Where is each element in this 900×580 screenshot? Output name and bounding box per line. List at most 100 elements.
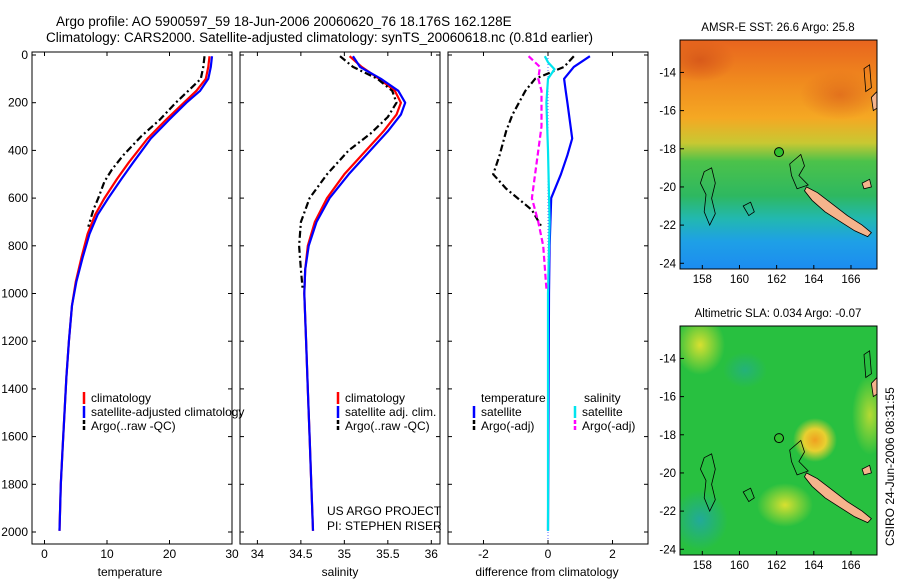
map-x-tick-label: 162 — [767, 274, 786, 286]
credit-pi: PI: STEPHEN RISER — [327, 519, 442, 533]
x-tick-label: 0 — [41, 547, 48, 561]
legend-label-satellite: satellite-adjusted climatology — [91, 405, 244, 419]
map-y-tick-label: -16 — [659, 392, 676, 404]
map-x-tick-label: 166 — [841, 274, 860, 286]
island-new-caledonia — [804, 186, 872, 238]
sla-map-title: Altimetric SLA: 0.034 Argo: -0.07 — [695, 308, 862, 320]
map-x-tick-label: 160 — [730, 560, 749, 572]
reef-outline — [789, 153, 809, 190]
difference-plot: -2 0 2 — [478, 52, 616, 561]
map-x-tick-label: 166 — [841, 560, 860, 572]
map-y-tick-label: -24 — [659, 544, 676, 556]
reef-outline — [742, 487, 755, 503]
x-tick-label: 0 — [545, 547, 552, 561]
sla-low-patch — [680, 490, 728, 550]
depth-tick-label: 400 — [8, 143, 28, 157]
legend-label-argo: Argo(..raw -QC) — [345, 419, 430, 433]
difference-xlabel: difference from climatology — [475, 565, 618, 579]
temperature-plot: 0 10 20 30 — [41, 52, 239, 561]
legend-label-argo: Argo(..raw -QC) — [91, 419, 176, 433]
reef-outline — [863, 64, 872, 93]
legend-title-salinity: salinity — [584, 391, 621, 405]
figure-title-line2: Climatology: CARS2000. Satellite-adjuste… — [46, 30, 593, 45]
depth-tick-label: 800 — [8, 239, 28, 253]
sla-map — [680, 326, 877, 555]
island-loyalty — [861, 464, 872, 476]
x-tick-label: 10 — [100, 547, 114, 561]
sst-warm-patch — [800, 70, 877, 120]
legend-label-climatology: climatology — [91, 391, 151, 405]
reef-outline — [699, 167, 716, 227]
sst-map-title: AMSR-E SST: 26.6 Argo: 25.8 — [701, 22, 854, 34]
argo-position-marker — [774, 147, 785, 158]
depth-tick-label: 1200 — [1, 334, 28, 348]
reef-outline — [863, 350, 872, 379]
x-tick-label: 30 — [225, 547, 239, 561]
depth-tick-label: 1400 — [1, 382, 28, 396]
island-loyalty — [861, 178, 872, 190]
sst-map — [680, 40, 877, 269]
map-y-tick-label: -22 — [659, 220, 676, 232]
sst-coastlines — [699, 64, 877, 238]
sst-map-axes: 158 160 162 164 166 -14 -16 -18 -20 -22 -24 — [659, 67, 860, 286]
series-line-salinity-satellite — [543, 55, 556, 531]
legend-title-temperature: temperature — [481, 391, 546, 405]
map-x-tick-label: 162 — [767, 560, 786, 572]
series-line-satellite-adj-clim — [303, 55, 407, 531]
temperature-panel-frame — [31, 51, 233, 545]
map-y-tick-label: -18 — [659, 430, 676, 442]
depth-tick-label: 1000 — [1, 287, 28, 301]
map-y-tick-label: -20 — [659, 468, 676, 480]
x-tick-label: 20 — [163, 547, 177, 561]
series-line-climatology — [303, 55, 402, 531]
legend-label-sal-argo: Argo(-adj) — [582, 419, 635, 433]
depth-tick-label: 1800 — [1, 477, 28, 491]
series-line-climatology — [58, 56, 211, 531]
legend-label-temp-argo: Argo(-adj) — [481, 419, 534, 433]
argo-position-marker — [774, 433, 785, 444]
figure-title-line1: Argo profile: AO 5900597_59 18-Jun-2006 … — [56, 14, 512, 29]
x-tick-label: -2 — [478, 547, 489, 561]
sst-map-frame — [679, 39, 878, 270]
legend-label-temp-satellite: satellite — [481, 405, 522, 419]
series-line-salinity-argo-adj — [527, 55, 548, 289]
series-line-argo-raw-qc — [298, 55, 398, 289]
x-tick-label: 34.5 — [289, 547, 313, 561]
series-line-temperature-argo-adj — [492, 55, 575, 228]
reef-outline — [789, 439, 809, 476]
depth-tick-label: 200 — [8, 96, 28, 110]
timestamp-credit: CSIRO 24-Jun-2006 08:31:55 — [883, 387, 897, 546]
map-x-tick-label: 164 — [804, 560, 824, 572]
map-y-tick-label: -22 — [659, 506, 676, 518]
series-line-argo-raw-qc — [87, 56, 206, 228]
temperature-xlabel: temperature — [98, 565, 163, 579]
map-y-tick-label: -14 — [659, 353, 676, 365]
depth-axis: 0 200 400 600 800 1000 1200 1400 1600 1800 2000 — [1, 48, 648, 539]
legend-label-climatology: climatology — [345, 391, 405, 405]
x-tick-label: 35 — [338, 547, 352, 561]
series-line-temperature-satellite — [546, 55, 591, 531]
x-tick-label: 2 — [609, 547, 616, 561]
depth-tick-label: 1600 — [1, 430, 28, 444]
sla-high-patch — [793, 418, 837, 462]
x-tick-label: 34 — [251, 547, 265, 561]
sla-map-frame — [679, 325, 878, 556]
salinity-xlabel: salinity — [322, 565, 359, 579]
map-x-tick-label: 158 — [693, 274, 712, 286]
sla-coastlines — [699, 350, 877, 524]
temperature-legend: climatology satellite-adjusted climatolo… — [82, 391, 244, 433]
map-x-tick-label: 158 — [693, 560, 712, 572]
island-vanuatu — [870, 90, 877, 112]
reef-outline — [699, 453, 716, 513]
series-line-satellite-adjusted-climatology — [58, 56, 214, 531]
map-y-tick-label: -24 — [659, 258, 676, 270]
depth-tick-label: 0 — [21, 48, 28, 62]
x-tick-label: 35.5 — [376, 547, 400, 561]
map-x-tick-label: 160 — [730, 274, 749, 286]
sla-high-patch — [757, 483, 813, 527]
salinity-panel-frame — [239, 51, 441, 545]
legend-label-satellite: satellite adj. clim. — [345, 405, 436, 419]
sla-low-patch — [723, 352, 767, 388]
map-y-tick-label: -18 — [659, 144, 676, 156]
